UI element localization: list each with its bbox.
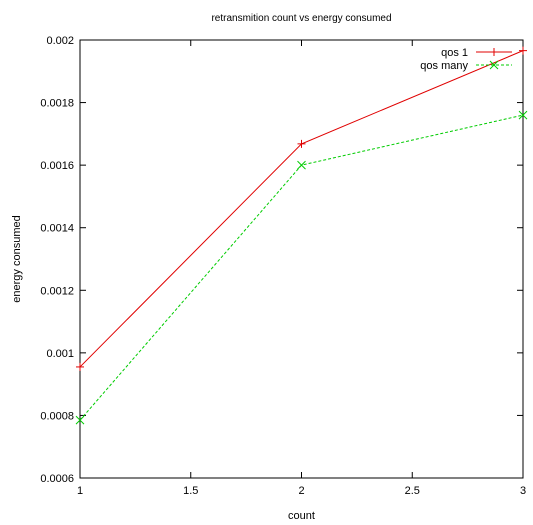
- data-point: [297, 139, 306, 148]
- x-tick-label: 1: [77, 485, 83, 497]
- y-tick-label: 0.0014: [40, 223, 74, 235]
- y-tick-label: 0.0018: [40, 98, 74, 110]
- legend-marker: [489, 60, 499, 70]
- y-tick-label: 0.0008: [40, 410, 74, 422]
- x-tick-label: 1.5: [183, 485, 198, 497]
- data-point: [518, 110, 528, 120]
- data-series: [75, 46, 528, 425]
- legend-label: qos many: [420, 60, 468, 72]
- x-axis-label: count: [288, 510, 315, 522]
- legend-label: qos 1: [441, 47, 468, 59]
- series-1: [76, 46, 527, 371]
- y-tick-label: 0.0012: [40, 285, 74, 297]
- data-point: [519, 46, 527, 55]
- legend-entry: qos many: [420, 60, 512, 72]
- x-tick-label: 2.5: [405, 485, 420, 497]
- axis-ticks: 1 1.5 2 2.5 3 0.0006 0.0008 0.001 0.0012 0.0014 0.…: [40, 35, 526, 497]
- data-point: [75, 415, 85, 425]
- y-tick-label: 0.0016: [40, 160, 74, 172]
- y-tick-label: 0.0006: [40, 473, 74, 485]
- data-point: [76, 362, 84, 371]
- series-line: [79, 50, 524, 368]
- series-2: [75, 110, 528, 425]
- x-tick-label: 2: [298, 485, 304, 497]
- cross-marker-b: [518, 110, 528, 120]
- x-tick-label: 3: [520, 485, 526, 497]
- plot-frame: [79, 39, 524, 479]
- cross-marker-b: [489, 60, 499, 70]
- y-axis-label: energy consumed: [11, 215, 23, 302]
- plot-area: [79, 39, 524, 479]
- series-line: [79, 114, 524, 421]
- chart-title: retransmition count vs energy consumed: [211, 13, 391, 24]
- legend-marker: [490, 48, 498, 56]
- y-tick-label: 0.002: [46, 35, 74, 47]
- data-point: [297, 160, 306, 170]
- y-tick-label: 0.001: [46, 348, 74, 360]
- cross-marker-b: [75, 415, 85, 425]
- cross-marker-b: [297, 160, 306, 170]
- legend-entry: qos 1: [441, 47, 512, 59]
